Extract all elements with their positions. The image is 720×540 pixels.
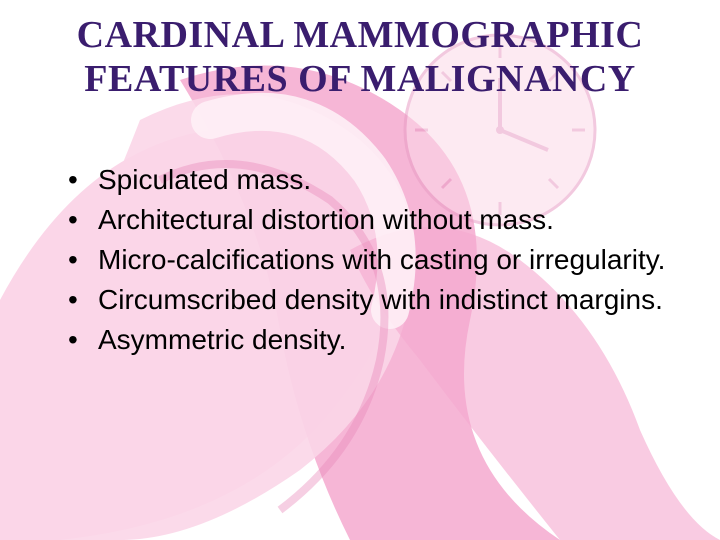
slide-title: CARDINAL MAMMOGRAPHIC FEATURES OF MALIGN… (40, 14, 680, 101)
bullet-text: Architectural distortion without mass. (98, 204, 554, 235)
list-item: Architectural distortion without mass. (68, 201, 680, 239)
list-item: Asymmetric density. (68, 321, 680, 359)
bullet-text: Asymmetric density. (98, 324, 346, 355)
bullet-text: Spiculated mass. (98, 164, 311, 195)
list-item: Micro-calcifications with casting or irr… (68, 241, 680, 279)
bullet-text: Micro-calcifications with casting or irr… (98, 244, 665, 275)
list-item: Circumscribed density with indistinct ma… (68, 281, 680, 319)
title-line-2: FEATURES OF MALIGNANCY (84, 58, 635, 100)
bullet-list: Spiculated mass. Architectural distortio… (40, 161, 680, 358)
title-line-1: CARDINAL MAMMOGRAPHIC (77, 14, 644, 56)
bullet-text: Circumscribed density with indistinct ma… (98, 284, 663, 315)
list-item: Spiculated mass. (68, 161, 680, 199)
slide-content: CARDINAL MAMMOGRAPHIC FEATURES OF MALIGN… (0, 0, 720, 540)
